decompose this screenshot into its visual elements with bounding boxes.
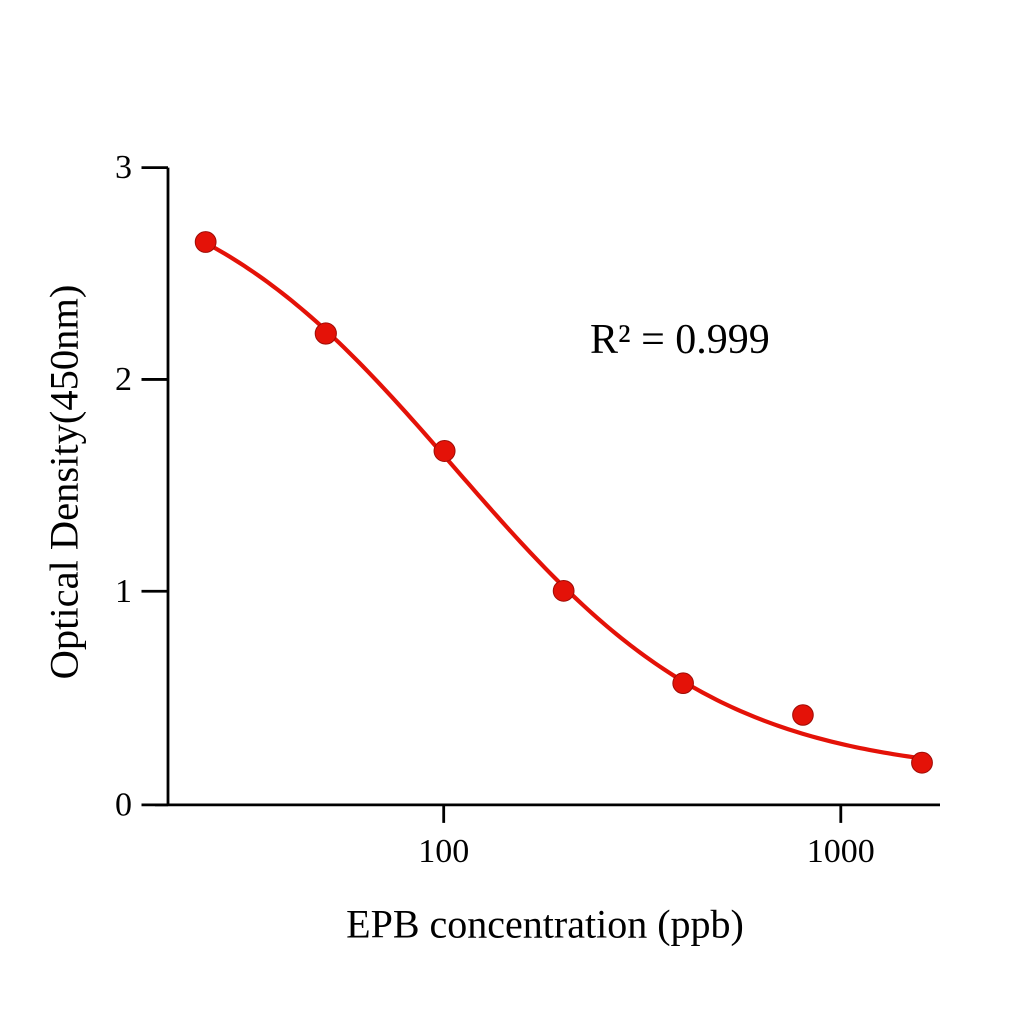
svg-text:100: 100 — [418, 833, 469, 870]
svg-text:R² = 0.999: R² = 0.999 — [590, 317, 770, 363]
svg-text:0: 0 — [115, 786, 132, 823]
svg-text:1000: 1000 — [807, 833, 875, 870]
svg-text:3: 3 — [115, 149, 132, 186]
svg-text:2: 2 — [115, 361, 132, 398]
svg-text:1: 1 — [115, 573, 132, 610]
